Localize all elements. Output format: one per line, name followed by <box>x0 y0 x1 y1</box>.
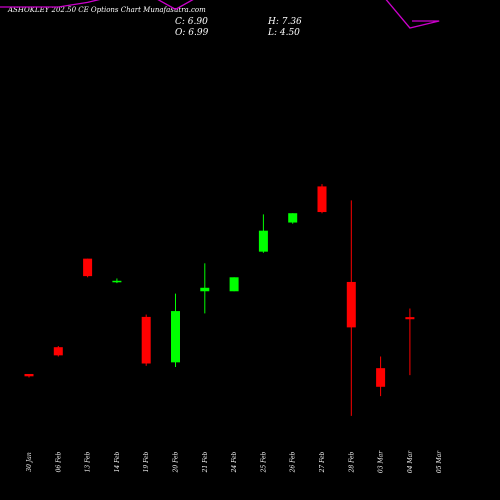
candle-10 <box>288 213 298 224</box>
candle-6 <box>171 293 180 367</box>
candle-7 <box>200 263 210 314</box>
candle-body <box>376 368 386 387</box>
low-value: L: 4.50 <box>268 28 300 38</box>
x-tick-label: 14 Feb <box>114 451 121 472</box>
candle-body <box>317 186 327 213</box>
candle-5 <box>141 314 151 366</box>
candle-body <box>53 347 63 356</box>
close-value: C: 6.90 <box>175 17 208 27</box>
candle-14 <box>405 308 415 376</box>
x-tick-label: 05 Mar <box>436 450 443 473</box>
candle-11 <box>317 184 327 214</box>
x-tick-label: 28 Feb <box>348 451 355 473</box>
bands-layer <box>0 0 440 29</box>
candle-body <box>200 287 210 292</box>
lower-band-line <box>0 0 440 29</box>
candle-4 <box>112 278 122 284</box>
candle-12 <box>346 200 356 416</box>
candle-body <box>346 281 356 328</box>
x-tick-label: 25 Feb <box>260 451 267 473</box>
candle-body <box>288 213 298 223</box>
chart-title: ASHOKLEY 202.50 CE Options Chart Munafas… <box>8 6 206 14</box>
candle-body <box>229 277 239 292</box>
x-tick-label: 30 Jan <box>26 452 33 472</box>
x-tick-label: 06 Feb <box>55 451 62 472</box>
high-value: H: 7.36 <box>268 17 302 27</box>
candle-2 <box>53 346 63 357</box>
x-tick-label: 27 Feb <box>319 451 326 473</box>
x-tick-label: 24 Feb <box>231 451 238 473</box>
candles-layer <box>24 184 415 416</box>
x-tick-label: 26 Feb <box>290 451 297 473</box>
x-axis-labels: 30 Jan 06 Feb 13 Feb 14 Feb 19 Feb 20 Feb 21 F… <box>26 450 443 474</box>
x-tick-label: 20 Feb <box>173 451 180 473</box>
x-tick-label: 21 Feb <box>202 451 209 473</box>
candle-13 <box>376 356 386 397</box>
candle-body <box>24 373 34 377</box>
candle-1 <box>24 373 34 378</box>
candle-body <box>83 258 93 277</box>
x-tick-label: 19 Feb <box>143 451 150 472</box>
x-tick-label: 04 Mar <box>407 450 414 473</box>
candle-body <box>112 280 122 283</box>
x-tick-label: 13 Feb <box>85 451 92 472</box>
candle-9 <box>258 214 268 253</box>
x-tick-label: 03 Mar <box>378 450 385 473</box>
candle-3 <box>83 258 93 278</box>
candle-body <box>405 317 415 320</box>
candle-body <box>141 316 151 364</box>
candle-body <box>258 230 268 252</box>
open-value: O: 6.99 <box>175 28 209 38</box>
candle-body <box>171 311 180 363</box>
candle-8 <box>229 277 239 292</box>
